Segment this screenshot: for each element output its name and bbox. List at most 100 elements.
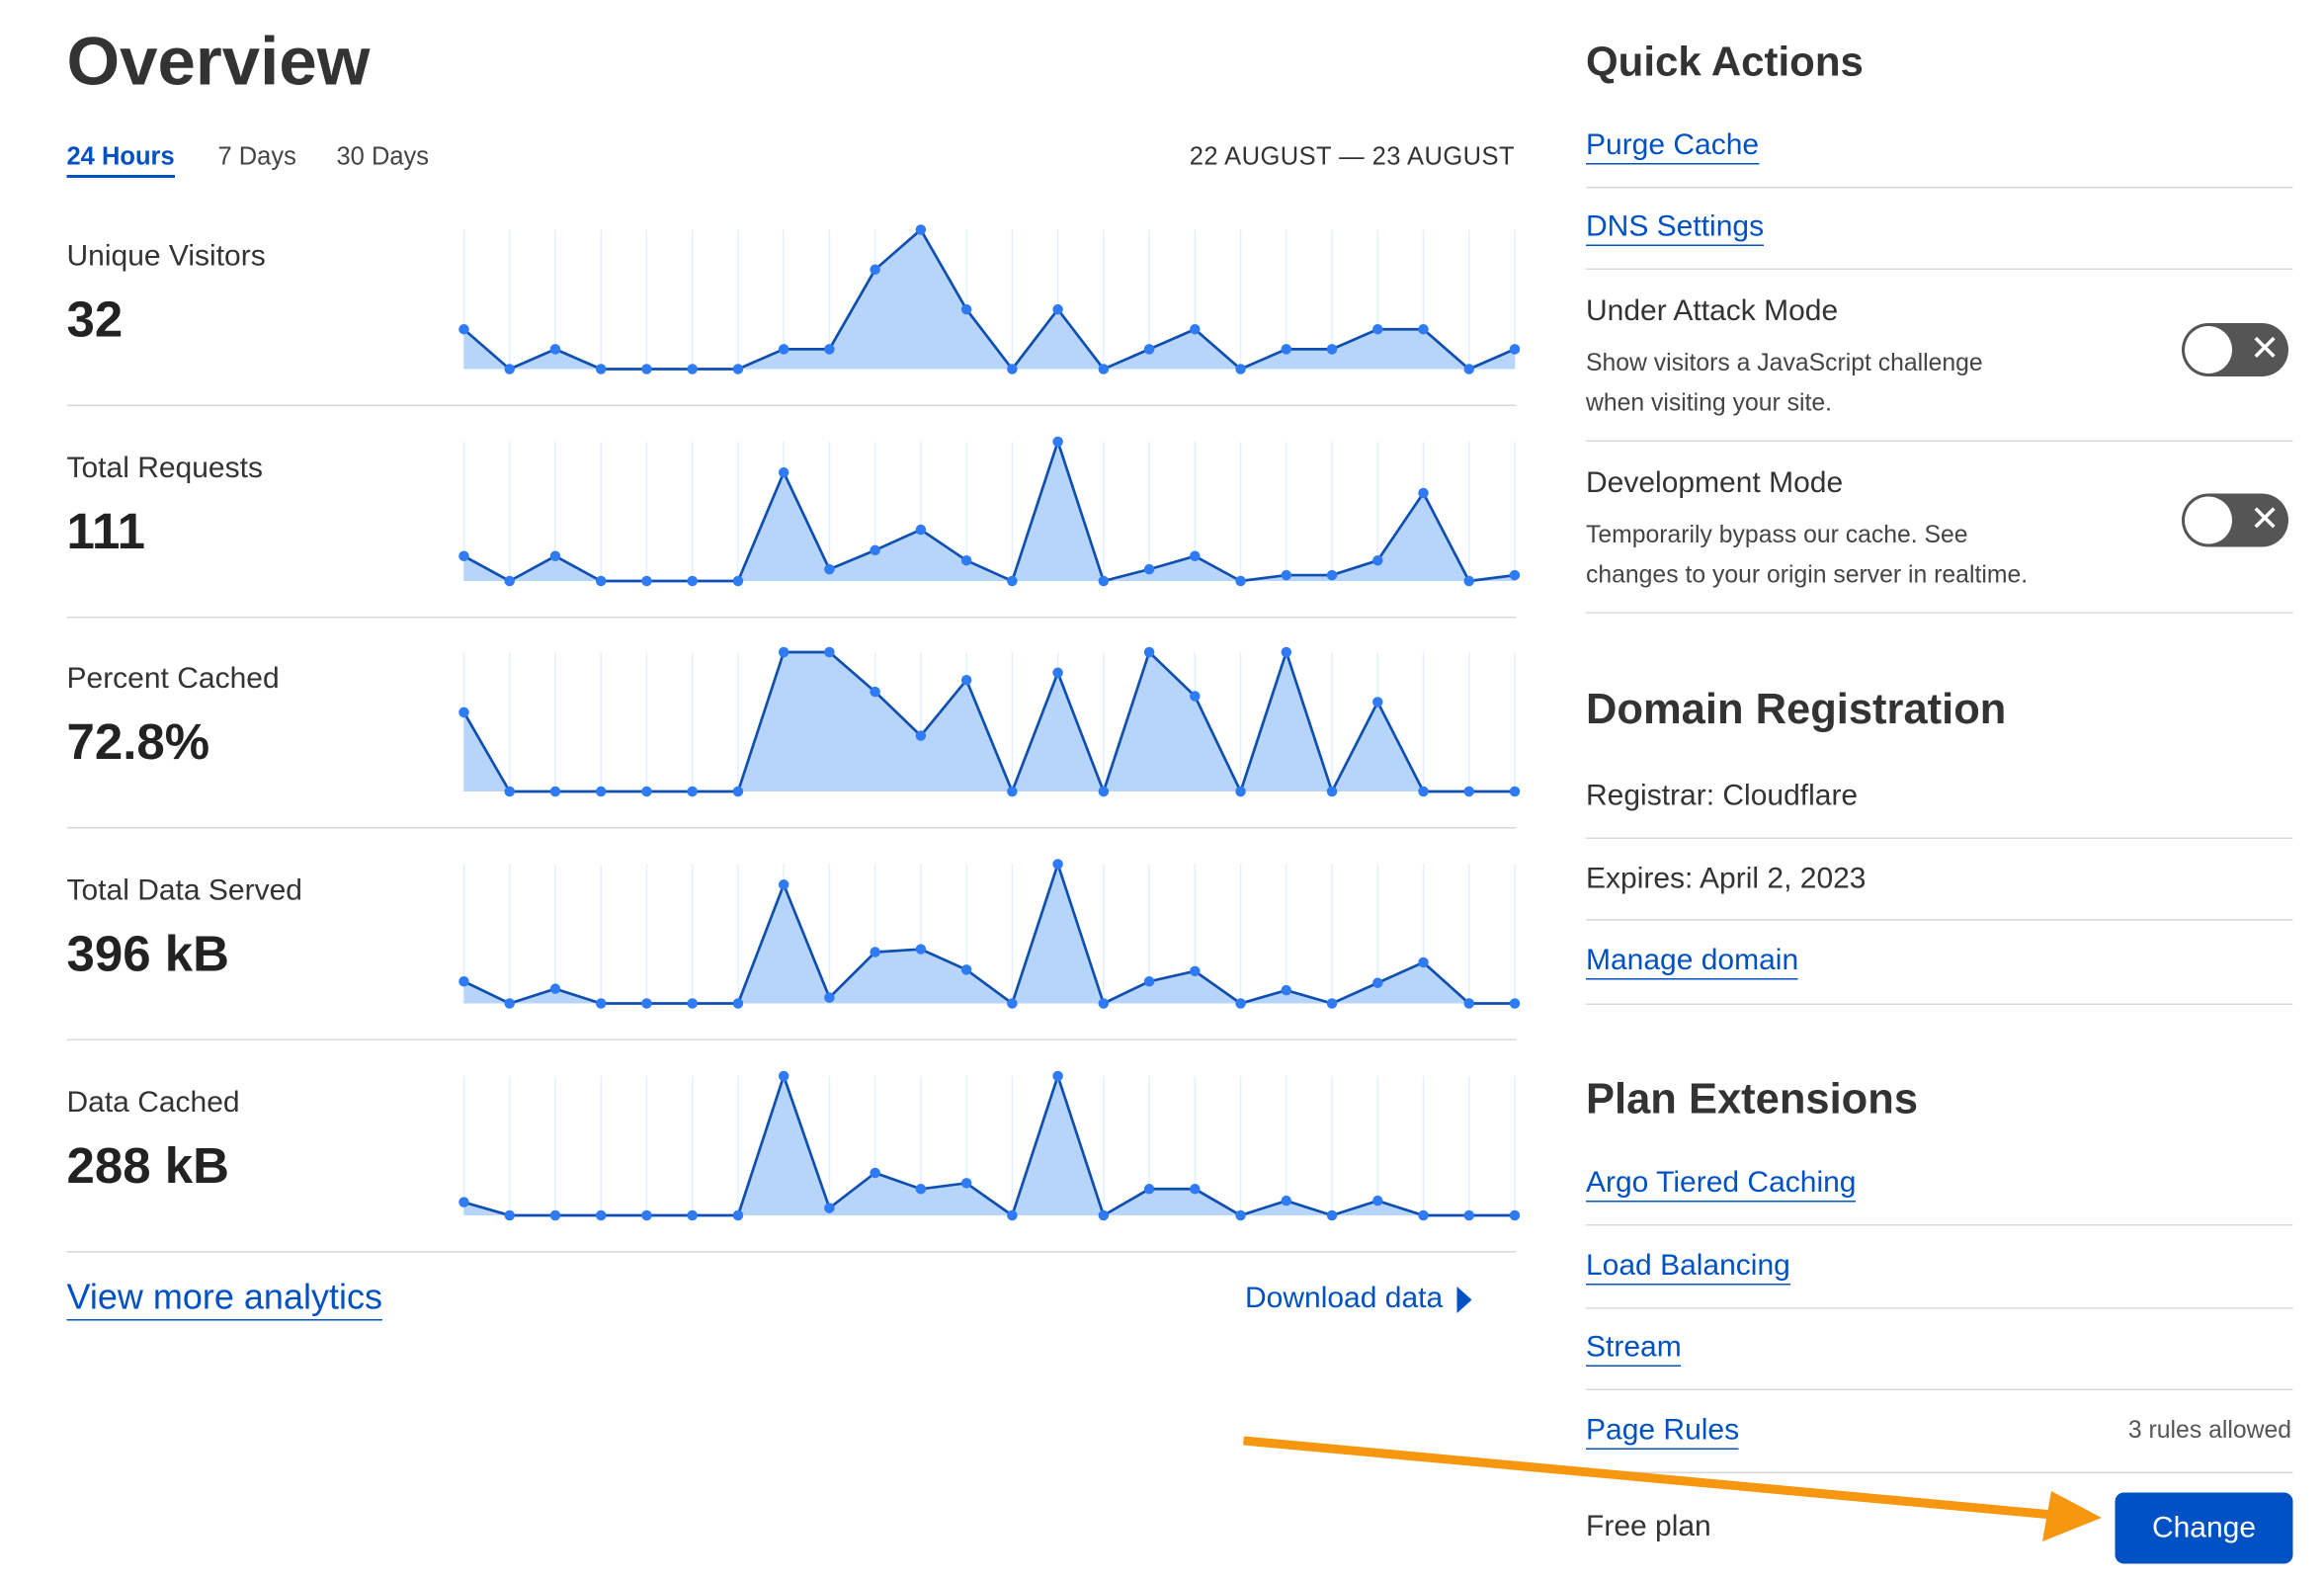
data-point[interactable] (1326, 998, 1338, 1009)
data-point[interactable] (1326, 569, 1338, 581)
data-point[interactable] (1235, 786, 1246, 797)
data-point[interactable] (732, 575, 744, 587)
data-point[interactable] (915, 730, 927, 741)
data-point[interactable] (458, 550, 469, 562)
data-point[interactable] (915, 524, 927, 536)
data-point[interactable] (915, 1184, 927, 1195)
data-point[interactable] (1463, 786, 1475, 797)
data-point[interactable] (1463, 998, 1475, 1009)
argo-tiered-caching-link[interactable]: Argo Tiered Caching (1586, 1167, 1857, 1203)
data-point[interactable] (1190, 323, 1201, 335)
data-point[interactable] (1372, 554, 1383, 566)
view-more-analytics-link[interactable]: View more analytics (66, 1278, 382, 1321)
data-point[interactable] (1372, 323, 1383, 335)
data-point[interactable] (1235, 364, 1246, 374)
data-point[interactable] (1235, 1209, 1246, 1221)
tab-30-days[interactable]: 30 Days (336, 142, 430, 171)
data-point[interactable] (1235, 575, 1246, 587)
data-point[interactable] (1281, 646, 1292, 658)
data-point[interactable] (960, 674, 972, 686)
data-point[interactable] (1281, 569, 1292, 581)
data-point[interactable] (504, 1209, 515, 1221)
tab-7-days[interactable]: 7 Days (217, 142, 296, 171)
data-point[interactable] (1326, 786, 1338, 797)
data-point[interactable] (960, 303, 972, 315)
data-point[interactable] (778, 646, 789, 658)
data-point[interactable] (778, 344, 789, 355)
data-point[interactable] (1052, 1070, 1063, 1082)
data-point[interactable] (1463, 364, 1475, 374)
data-point[interactable] (732, 1209, 744, 1221)
data-point[interactable] (1098, 1209, 1110, 1221)
data-point[interactable] (824, 992, 835, 1003)
data-point[interactable] (641, 786, 652, 797)
data-point[interactable] (595, 786, 607, 797)
data-point[interactable] (870, 947, 880, 957)
data-point[interactable] (458, 1197, 469, 1207)
data-point[interactable] (595, 998, 607, 1009)
data-point[interactable] (960, 1178, 972, 1189)
data-point[interactable] (915, 944, 927, 955)
data-point[interactable] (687, 786, 698, 797)
stream-link[interactable]: Stream (1586, 1331, 1682, 1367)
data-point[interactable] (1190, 1184, 1201, 1195)
data-point[interactable] (1143, 1184, 1155, 1195)
dns-settings-link[interactable]: DNS Settings (1586, 210, 1765, 246)
data-point[interactable] (1509, 998, 1521, 1009)
data-point[interactable] (1418, 1209, 1429, 1221)
data-point[interactable] (641, 998, 652, 1009)
data-point[interactable] (1007, 364, 1018, 374)
data-point[interactable] (1509, 569, 1521, 581)
data-point[interactable] (1326, 344, 1338, 355)
data-point[interactable] (870, 264, 880, 276)
data-point[interactable] (458, 323, 469, 335)
change-plan-button[interactable]: Change (2115, 1492, 2293, 1564)
data-point[interactable] (1143, 344, 1155, 355)
data-point[interactable] (778, 879, 789, 890)
data-point[interactable] (1190, 550, 1201, 562)
data-point[interactable] (549, 786, 561, 797)
data-point[interactable] (1509, 344, 1521, 355)
data-point[interactable] (1326, 1209, 1338, 1221)
data-point[interactable] (1190, 691, 1201, 702)
purge-cache-link[interactable]: Purge Cache (1586, 129, 1760, 165)
data-point[interactable] (687, 998, 698, 1009)
data-point[interactable] (1052, 436, 1063, 448)
data-point[interactable] (1098, 575, 1110, 587)
load-balancing-link[interactable]: Load Balancing (1586, 1250, 1790, 1286)
data-point[interactable] (1418, 786, 1429, 797)
data-point[interactable] (1281, 1195, 1292, 1206)
data-point[interactable] (778, 466, 789, 478)
data-point[interactable] (1509, 1209, 1521, 1221)
data-point[interactable] (1418, 487, 1429, 499)
data-point[interactable] (1143, 646, 1155, 658)
data-point[interactable] (1007, 575, 1018, 587)
data-point[interactable] (870, 686, 880, 698)
data-point[interactable] (1463, 575, 1475, 587)
manage-domain-link[interactable]: Manage domain (1586, 945, 1799, 980)
data-point[interactable] (458, 975, 469, 987)
data-point[interactable] (732, 786, 744, 797)
data-point[interactable] (549, 1209, 561, 1221)
data-point[interactable] (458, 707, 469, 718)
data-point[interactable] (870, 1167, 880, 1179)
data-point[interactable] (641, 364, 652, 374)
data-point[interactable] (1098, 364, 1110, 374)
data-point[interactable] (732, 998, 744, 1009)
development-mode-toggle[interactable]: ✕ (2182, 493, 2288, 547)
data-point[interactable] (504, 575, 515, 587)
data-point[interactable] (1052, 859, 1063, 870)
data-point[interactable] (1007, 998, 1018, 1009)
data-point[interactable] (824, 646, 835, 658)
data-point[interactable] (549, 983, 561, 994)
data-point[interactable] (504, 786, 515, 797)
data-point[interactable] (1418, 956, 1429, 968)
data-point[interactable] (1463, 1209, 1475, 1221)
data-point[interactable] (641, 1209, 652, 1221)
data-point[interactable] (504, 364, 515, 374)
data-point[interactable] (960, 964, 972, 975)
data-point[interactable] (1372, 1195, 1383, 1206)
data-point[interactable] (641, 575, 652, 587)
data-point[interactable] (595, 1209, 607, 1221)
data-point[interactable] (1052, 303, 1063, 315)
